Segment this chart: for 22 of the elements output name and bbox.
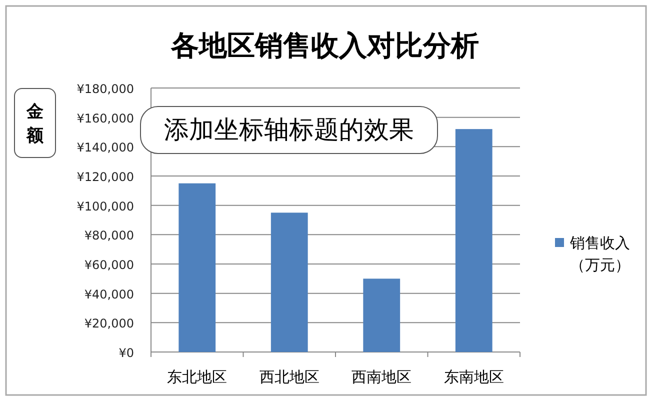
bar — [270, 212, 308, 352]
bar — [455, 129, 492, 352]
bar — [363, 278, 400, 352]
y-tick-label: ¥80,000 — [84, 228, 134, 243]
y-tick-label: ¥100,000 — [76, 199, 134, 214]
y-tick-label: ¥160,000 — [76, 111, 134, 126]
y-tick-label: ¥40,000 — [84, 287, 134, 302]
x-tick-label: 东北地区 — [167, 368, 228, 386]
y-tick-label: ¥140,000 — [76, 140, 134, 155]
y-tick-label: ¥60,000 — [84, 258, 134, 272]
annotation: 添加坐标轴标题的效果 — [140, 106, 438, 154]
x-tick-label: 东南地区 — [444, 368, 504, 386]
chart-title: 各地区销售收入对比分析 — [170, 29, 479, 62]
axis-title: 金额 — [14, 88, 56, 158]
y-tick-label: ¥0 — [118, 346, 134, 360]
legend-label: 销售收入（万元） — [570, 234, 630, 274]
y-tick-label: ¥20,000 — [84, 316, 134, 331]
y-tick-label: ¥180,000 — [76, 82, 134, 96]
bar — [178, 183, 216, 352]
x-tick-label: 西南地区 — [352, 368, 412, 386]
y-tick-label: ¥120,000 — [76, 170, 134, 184]
x-tick-label: 西北地区 — [259, 368, 320, 386]
